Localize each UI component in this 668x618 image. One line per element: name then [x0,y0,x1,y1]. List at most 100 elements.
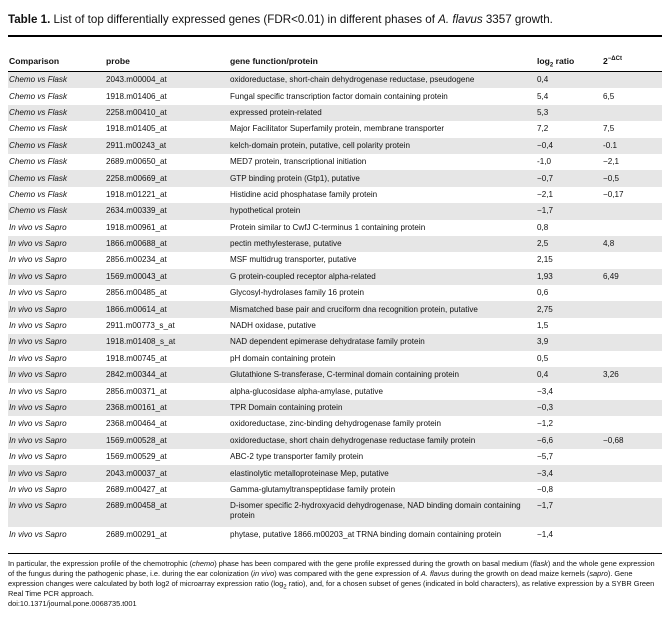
cell-function: Gamma-glutamyltranspeptidase family prot… [230,484,396,494]
caption-text-after: 3357 growth. [482,13,553,26]
cell-function: pH domain containing protein [230,353,336,363]
cell-function: elastinolytic metalloproteinase Mep, put… [229,465,536,482]
table-row: Chemo vs Flask 1918.m01221_at Histidine ac… [8,187,662,203]
cell-comparison: In vivo vs Sapro [9,222,67,232]
cell-probe: 2911.m00243_at [105,137,229,154]
cell-function: phytase, putative 1866.m00203_at TRNA bi… [230,530,502,540]
cell-comparison: Chemo vs Flask [8,203,105,220]
cell-probe: 2043.m00004_at [105,71,229,89]
cell-function: Glutathione S-transferase, C-terminal do… [229,367,536,384]
cell-probe: 1866.m00614_at [105,301,229,318]
table-row: In vivo vs Sapro 2368.m00161_at TPR Domain… [8,399,662,417]
cell-probe: 1918.m01221_at [106,189,167,199]
table-row: Chemo vs Flask 2258.m00669_at GTP binding … [8,170,662,187]
cell-log-ratio: -1,0 [537,157,551,167]
cell-log-ratio: −0,4 [536,137,602,154]
table-row: In vivo vs Sapro 2856.m00485_at Glycosyl-h… [8,285,662,301]
cell-qpcr [602,104,662,122]
cell-log-ratio: 0,4 [536,71,602,89]
table-row: In vivo vs Sapro 2842.m00344_at Glutathion… [8,367,662,384]
table-row: In vivo vs Sapro 1866.m00614_at Mismatched… [8,301,662,318]
cell-probe: 2634.m00339_at [105,203,229,220]
cell-comparison: In vivo vs Sapro [9,353,67,363]
cell-log-ratio: −1,4 [537,530,553,540]
cell-probe: 2368.m00161_at [105,399,229,417]
cell-qpcr [602,399,662,417]
table-row: In vivo vs Sapro 2689.m00458_at D-isomer s… [8,498,662,528]
cell-qpcr [602,383,662,399]
cell-log-ratio: −6,6 [536,432,602,449]
cell-function: GTP binding protein (Gtp1), putative [229,170,536,187]
table-row: In vivo vs Sapro 2856.m00371_at alpha-gluc… [8,383,662,399]
cell-comparison: In vivo vs Sapro [8,367,105,384]
cell-qpcr: -0.1 [602,137,662,154]
cell-log-ratio: −1,2 [537,419,553,429]
cell-probe: 1866.m00688_at [105,235,229,253]
cell-comparison: In vivo vs Sapro [9,419,67,429]
cell-log-ratio: 2,5 [536,235,602,253]
cell-probe: 2842.m00344_at [105,367,229,384]
table-row: In vivo vs Sapro 1866.m00688_at pectin met… [8,235,662,253]
table-row: Chemo vs Flask 1918.m01405_at Major Facili… [8,121,662,137]
table-caption: Table 1. List of top differentially expr… [8,12,660,28]
cell-probe: 2911.m00773_s_at [106,321,175,331]
cell-probe: 1918.m01408_s_at [105,334,229,351]
cell-probe: 1569.m00043_at [105,268,229,286]
cell-comparison: In vivo vs Sapro [9,452,67,462]
cell-function: Glycosyl-hydrolases family 16 protein [230,288,365,298]
table-row: Chemo vs Flask 2258.m00410_at expressed pr… [8,104,662,122]
cell-function: MED7 protein, transcriptional initiation [230,157,367,167]
cell-qpcr [602,203,662,220]
cell-function: NAD dependent epimerase dehydratase fami… [229,334,536,351]
cell-comparison: In vivo vs Sapro [8,399,105,417]
cell-comparison: Chemo vs Flask [9,157,68,167]
cell-probe: 1918.m01406_at [106,91,167,101]
cell-comparison: In vivo vs Sapro [8,235,105,253]
cell-qpcr: −0,68 [602,432,662,449]
table-row: In vivo vs Sapro 2689.m00291_at phytase, p… [8,527,662,556]
header-row: Comparison probe gene function/protein l… [8,51,662,72]
cell-log-ratio: 0,8 [537,222,549,232]
cell-log-ratio: −0,7 [536,170,602,187]
cell-function: Fungal specific transcription factor dom… [230,91,448,101]
cell-qpcr [602,351,662,367]
cell-probe: 1569.m00529_at [106,452,167,462]
cell-comparison: In vivo vs Sapro [9,386,67,396]
cell-qpcr [602,285,662,301]
table-row: Chemo vs Flask 2634.m00339_at hypothetical… [8,203,662,220]
cell-comparison: Chemo vs Flask [9,124,68,134]
cell-comparison: Chemo vs Flask [9,91,68,101]
cell-probe: 2689.m00427_at [106,484,167,494]
cell-comparison: Chemo vs Flask [9,189,68,199]
table-row: In vivo vs Sapro 2689.m00427_at Gamma-glut… [8,482,662,498]
cell-qpcr: 3,26 [602,367,662,384]
table-row: In vivo vs Sapro 2911.m00773_s_at NADH oxi… [8,318,662,334]
cell-function: ABC-2 type transporter family protein [230,452,364,462]
cell-function: Histidine acid phosphatase family protei… [230,189,378,199]
caption-species: A. flavus [438,13,483,26]
cell-function: hypothetical protein [229,203,536,220]
table-row: In vivo vs Sapro 1569.m00043_at G protein-… [8,268,662,286]
cell-qpcr [602,527,662,556]
cell-function: pectin methylesterase, putative [229,235,536,253]
cell-function: oxidoreductase, zinc-binding dehydrogena… [230,419,442,429]
table-row: In vivo vs Sapro 1569.m00528_at oxidoreduc… [8,432,662,449]
cell-qpcr [602,318,662,334]
cell-comparison: In vivo vs Sapro [9,321,67,331]
cell-qpcr [602,71,662,89]
cell-probe: 2258.m00410_at [105,104,229,122]
cell-log-ratio: −5,7 [537,452,553,462]
cell-qpcr: −0,17 [603,189,624,199]
cell-probe: 2043.m00037_at [105,465,229,482]
cell-log-ratio: −0,3 [536,399,602,417]
cell-log-ratio: −0,8 [537,484,553,494]
cell-probe: 2368.m00464_at [106,419,167,429]
cell-function: expressed protein-related [229,104,536,122]
cell-function: MSF multidrug transporter, putative [230,255,357,265]
cell-probe: 2689.m00291_at [106,530,167,540]
cell-function: oxidoreductase, short-chain dehydrogenas… [229,71,536,89]
header-probe: probe [105,51,229,72]
table-row: In vivo vs Sapro 1918.m00745_at pH domain … [8,351,662,367]
table-row: Chemo vs Flask 2043.m00004_at oxidoreducta… [8,71,662,89]
cell-qpcr [602,334,662,351]
